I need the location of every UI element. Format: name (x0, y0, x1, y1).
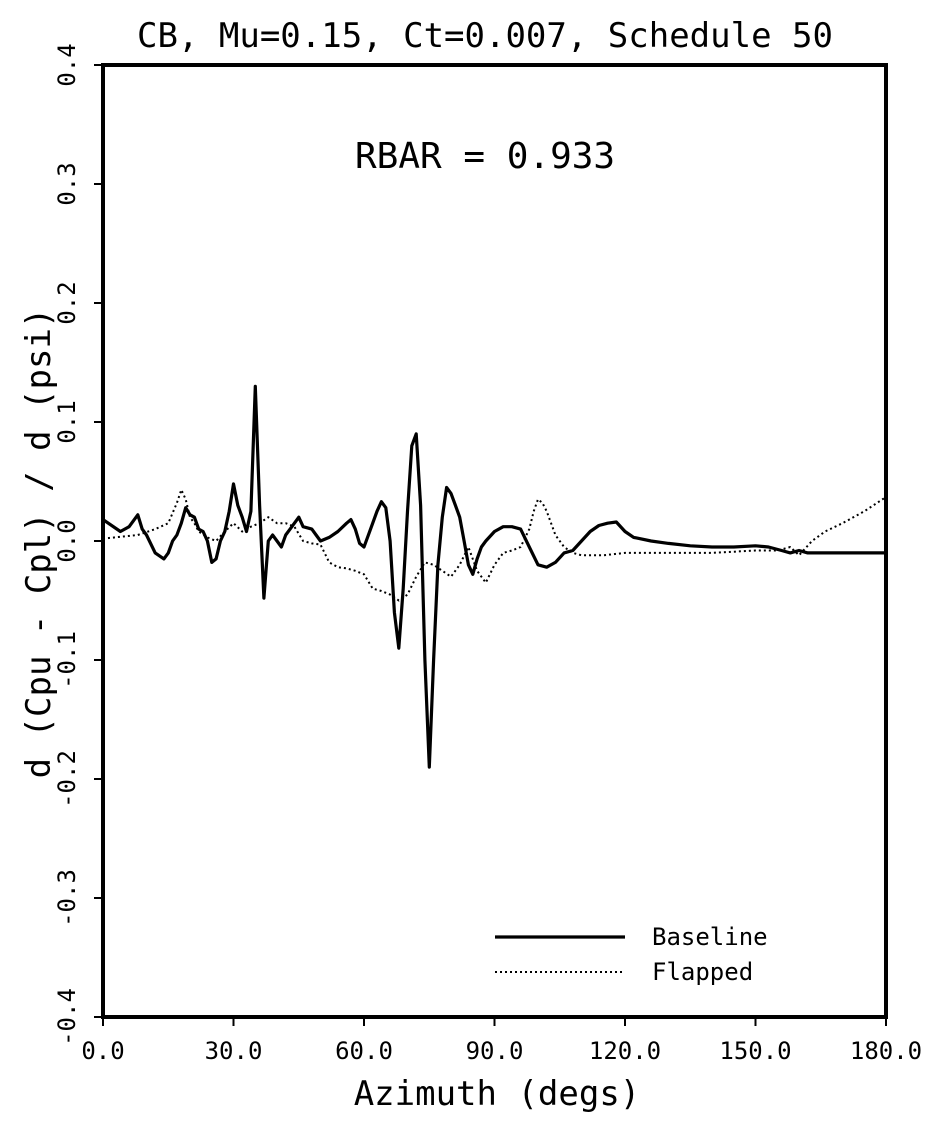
y-tick-label: 0.4 (53, 43, 81, 86)
legend-label-baseline: Baseline (652, 923, 768, 951)
series-line-baseline (102, 384, 886, 769)
ticks-group: 0.0 30.0 60.0 90.0 120.0 150.0 180.0 0.4 0.3 0.2 0… (53, 43, 922, 1065)
x-tick-label: 180.0 (850, 1037, 922, 1065)
y-tick-label: 0.3 (53, 162, 81, 205)
y-tick-label: -0.3 (53, 869, 81, 927)
y-tick-label: -0.4 (53, 988, 81, 1046)
x-tick-label: 90.0 (466, 1037, 524, 1065)
x-tick-label: 30.0 (205, 1037, 263, 1065)
y-tick-label: 0.0 (53, 519, 81, 562)
legend: Baseline Flapped (495, 923, 768, 986)
series-group (102, 384, 887, 769)
chart-title: CB, Mu=0.15, Ct=0.007, Schedule 50 (137, 16, 833, 56)
series-line-flapped (102, 488, 887, 602)
x-tick-label: 120.0 (589, 1037, 661, 1065)
y-axis-label: d (Cpu - Cpl) / d (psi) (19, 308, 59, 779)
y-tick-label: 0.1 (53, 400, 81, 443)
rbar-annotation: RBAR = 0.933 (355, 136, 615, 177)
legend-label-flapped: Flapped (652, 958, 753, 986)
y-tick-label: -0.2 (53, 750, 81, 808)
y-tick-label: 0.2 (53, 281, 81, 324)
x-tick-label: 0.0 (81, 1037, 124, 1065)
x-tick-label: 150.0 (719, 1037, 791, 1065)
x-tick-label: 60.0 (335, 1037, 393, 1065)
y-tick-label: -0.1 (53, 631, 81, 689)
x-axis-label: Azimuth (degs) (354, 1074, 641, 1114)
